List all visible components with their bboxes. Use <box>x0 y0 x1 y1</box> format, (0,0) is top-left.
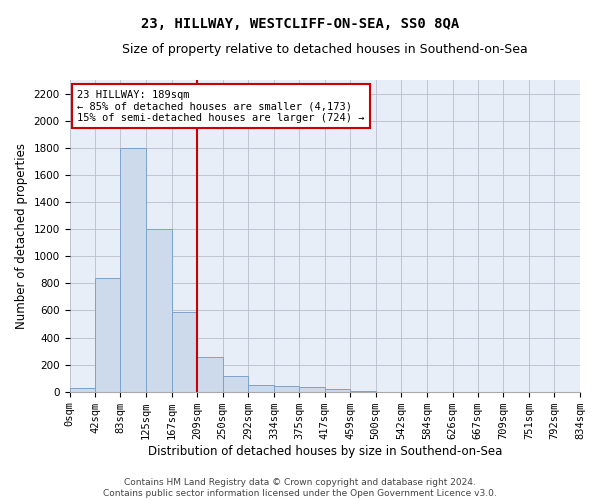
Bar <box>299 387 325 392</box>
Bar <box>95 278 121 392</box>
Bar <box>350 391 376 392</box>
Title: Size of property relative to detached houses in Southend-on-Sea: Size of property relative to detached ho… <box>122 42 527 56</box>
Bar <box>325 389 350 392</box>
Bar <box>121 148 146 392</box>
X-axis label: Distribution of detached houses by size in Southend-on-Sea: Distribution of detached houses by size … <box>148 444 502 458</box>
Bar <box>274 386 299 392</box>
Bar <box>172 312 197 392</box>
Text: 23, HILLWAY, WESTCLIFF-ON-SEA, SS0 8QA: 23, HILLWAY, WESTCLIFF-ON-SEA, SS0 8QA <box>141 18 459 32</box>
Bar <box>197 356 223 392</box>
Bar <box>70 388 95 392</box>
Bar <box>223 376 248 392</box>
Y-axis label: Number of detached properties: Number of detached properties <box>15 143 28 329</box>
Text: 23 HILLWAY: 189sqm
← 85% of detached houses are smaller (4,173)
15% of semi-deta: 23 HILLWAY: 189sqm ← 85% of detached hou… <box>77 90 365 123</box>
Bar <box>146 229 172 392</box>
Bar <box>248 385 274 392</box>
Text: Contains HM Land Registry data © Crown copyright and database right 2024.
Contai: Contains HM Land Registry data © Crown c… <box>103 478 497 498</box>
